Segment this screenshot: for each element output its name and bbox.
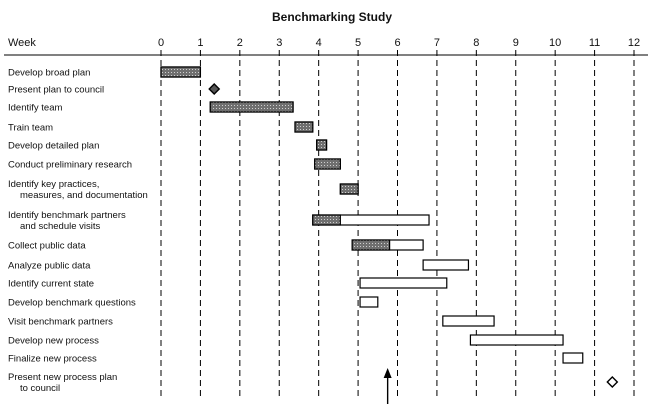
task-label: and schedule visits bbox=[20, 221, 101, 232]
task-label: measures, and documentation bbox=[20, 190, 148, 201]
task-label: Develop detailed plan bbox=[8, 141, 99, 152]
task-bar-completed bbox=[294, 121, 314, 133]
task-bar bbox=[469, 334, 564, 346]
task-bar-completed bbox=[351, 239, 391, 251]
x-tick-label: 12 bbox=[628, 37, 640, 49]
task-label: Analyze public data bbox=[8, 261, 91, 272]
milestone-diamond bbox=[606, 376, 619, 388]
task-bar-completed bbox=[339, 183, 359, 195]
task-label: Identify key practices, bbox=[8, 179, 99, 190]
x-tick-label: 11 bbox=[589, 37, 600, 49]
task-bar-completed bbox=[209, 101, 294, 113]
task-bar-completed bbox=[316, 139, 328, 151]
task-label: Present new process plan bbox=[8, 372, 117, 383]
task-label: Visit benchmark partners bbox=[8, 317, 113, 328]
x-tick-label: 3 bbox=[276, 37, 282, 49]
task-label: Present plan to council bbox=[8, 85, 104, 96]
task-bar bbox=[562, 352, 584, 364]
task-label: Train team bbox=[8, 123, 53, 134]
task-bar-completed bbox=[160, 66, 202, 78]
task-label: Conduct preliminary research bbox=[8, 160, 132, 171]
x-tick-label: 2 bbox=[237, 37, 243, 49]
task-bar bbox=[442, 315, 495, 327]
x-tick-label: 4 bbox=[316, 37, 322, 49]
x-tick-label: 6 bbox=[394, 37, 400, 49]
week-tick-labels: 0 1 2 3 4 5 6 7 8 9 10 11 12 bbox=[158, 37, 640, 49]
task-bar bbox=[359, 296, 379, 308]
task-bar-completed bbox=[312, 214, 341, 226]
task-label: Develop broad plan bbox=[8, 68, 90, 79]
chart-title: Benchmarking Study bbox=[272, 10, 392, 24]
task-label: Develop benchmark questions bbox=[8, 298, 136, 309]
task-label: to council bbox=[20, 383, 60, 394]
x-tick-label: 8 bbox=[473, 37, 479, 49]
task-label: Collect public data bbox=[8, 241, 86, 252]
milestone-diamond bbox=[208, 83, 221, 95]
x-tick-label: 1 bbox=[197, 37, 203, 49]
task-label: Identify benchmark partners bbox=[8, 210, 126, 221]
task-labels: Develop broad plan Present plan to counci… bbox=[8, 68, 148, 395]
current-week-arrow-head bbox=[383, 368, 392, 378]
x-tick-label: 0 bbox=[158, 37, 164, 49]
x-tick-label: 7 bbox=[434, 37, 440, 49]
task-bars bbox=[160, 66, 619, 388]
x-tick-label: 10 bbox=[549, 37, 561, 49]
task-bar-completed bbox=[314, 158, 341, 170]
current-week-marker bbox=[383, 368, 392, 404]
task-bar bbox=[359, 277, 448, 289]
task-label: Finalize new process bbox=[8, 354, 97, 365]
task-bar bbox=[422, 259, 470, 271]
x-tick-label: 5 bbox=[355, 37, 361, 49]
task-label: Identify current state bbox=[8, 279, 94, 290]
task-label: Identify team bbox=[8, 103, 62, 114]
task-label: Develop new process bbox=[8, 336, 99, 347]
x-axis-label: Week bbox=[8, 37, 36, 49]
x-tick-label: 9 bbox=[513, 37, 519, 49]
